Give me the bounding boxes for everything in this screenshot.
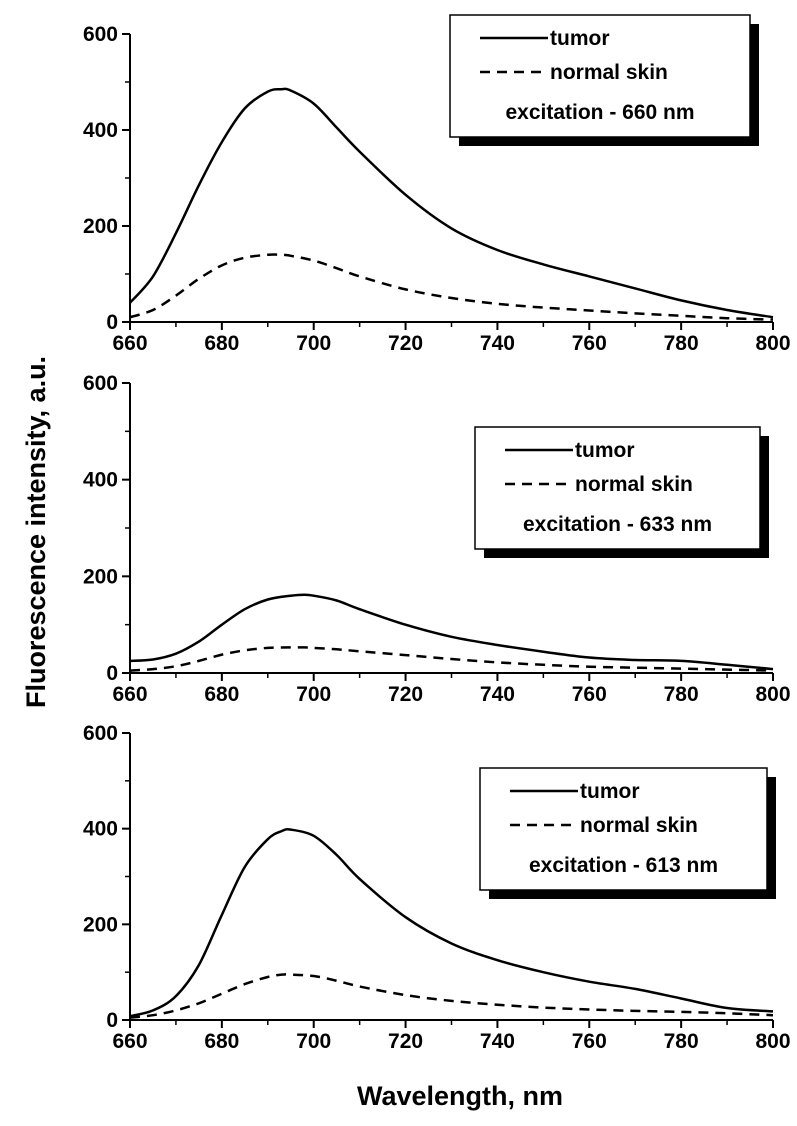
legend-label: normal skin [580,814,698,837]
y-tick-label: 400 [83,119,118,142]
legend-label: tumor [575,439,635,462]
legend: tumor normal skin excitation - 633 nm [474,426,769,558]
x-tick-label: 680 [204,683,239,706]
excitation-annotation: excitation - 633 nm [523,513,712,536]
x-tick-label: 660 [112,332,147,355]
x-tick-label: 660 [112,683,147,706]
y-tick-label: 600 [83,722,118,745]
excitation-annotation: excitation - 660 nm [505,101,694,124]
x-tick-label: 680 [204,332,239,355]
y-tick-label: 0 [106,311,118,334]
y-tick-label: 400 [83,818,118,841]
y-tick-label: 200 [83,913,118,936]
legend-label: normal skin [575,473,693,496]
x-tick-label: 760 [572,683,607,706]
legend: tumor normal skin excitation - 660 nm [449,14,759,146]
x-tick-label: 740 [480,683,515,706]
x-tick-label: 660 [112,1030,147,1053]
y-tick-label: 400 [83,469,118,492]
x-tick-label: 740 [480,1030,515,1053]
legend-label: tumor [580,780,640,803]
chart-panel-1: 0 200 400 600 660 680 700 720 740 760 780 800 tumor n… [83,14,791,355]
x-tick-label: 700 [296,332,331,355]
y-tick-label: 0 [106,662,118,685]
panels: 0 200 400 600 660 680 700 720 740 760 780 800 tumor n… [83,14,791,1053]
x-tick-label: 760 [572,1030,607,1053]
x-tick-label: 720 [388,1030,423,1053]
y-tick-label: 200 [83,565,118,588]
normal-skin-series-line [129,253,774,321]
x-tick-label: 780 [664,332,699,355]
y-axis-title: Fluorescence intensity, a.u. [21,356,51,708]
x-tick-label: 780 [664,683,699,706]
tumor-series-line [129,87,774,319]
normal-skin-series-line [129,646,774,672]
legend-label: normal skin [550,61,668,84]
x-axis-title: Wavelength, nm [357,1081,563,1111]
x-tick-label: 800 [755,332,790,355]
legend-box [474,426,761,550]
y-tick-label: 600 [83,23,118,46]
x-tick-label: 780 [664,1030,699,1053]
x-tick-label: 800 [755,1030,790,1053]
y-tick-label: 600 [83,372,118,395]
x-tick-label: 700 [296,683,331,706]
legend-label: tumor [550,27,610,50]
x-tick-label: 720 [388,332,423,355]
x-tick-label: 760 [572,332,607,355]
chart-panel-2: 0 200 400 600 660 680 700 720 740 760 780 800 tumor n… [83,372,791,706]
x-tick-label: 800 [755,683,790,706]
x-tick-label: 740 [480,332,515,355]
tumor-series-line [129,593,774,671]
legend-box [479,767,768,891]
legend-box [449,14,751,138]
y-tick-label: 0 [106,1009,118,1032]
tumor-series-line [129,828,774,1018]
x-tick-label: 680 [204,1030,239,1053]
x-tick-label: 700 [296,1030,331,1053]
chart-panel-3: 0 200 400 600 660 680 700 720 740 760 780 800 tumor n… [83,722,791,1053]
normal-skin-series-line [129,973,774,1019]
y-tick-label: 200 [83,215,118,238]
excitation-annotation: excitation - 613 nm [529,854,718,877]
x-tick-label: 720 [388,683,423,706]
legend: tumor normal skin excitation - 613 nm [479,767,776,899]
